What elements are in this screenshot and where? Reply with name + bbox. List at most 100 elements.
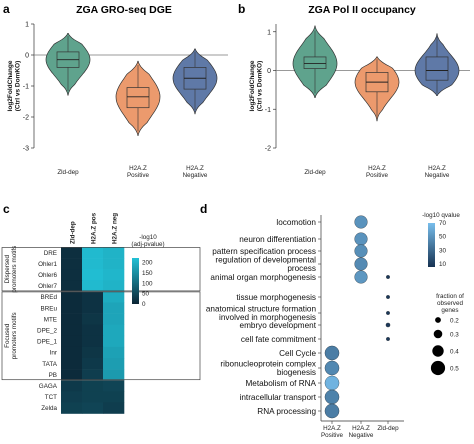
color-legend-tick: 70	[439, 220, 447, 227]
dot-point	[324, 389, 340, 405]
heatmap-row-label: TATA	[42, 361, 57, 368]
heatmap-cell	[103, 380, 125, 392]
y-tick-label: -2	[23, 115, 29, 122]
heatmap-cell	[103, 369, 125, 381]
dot-column-label-line: H2A.Z	[323, 425, 341, 432]
heatmap-row-label: BREu	[41, 305, 58, 312]
color-legend-tick: 50	[439, 234, 447, 241]
size-legend-dot	[435, 317, 441, 323]
heatmap-legend-tick: 200	[142, 259, 153, 266]
heatmap-cell	[61, 291, 83, 303]
motif-heatmap: Zld-dep H2A.Z pos H2A.Z neg DRE Ohler1 Ohler6…	[1, 212, 201, 414]
term-label: regulation of developmental process	[215, 256, 316, 274]
heatmap-row-label: Ohler1	[38, 261, 57, 268]
category-label-line: Negative	[183, 172, 208, 179]
y-axis-label-line: log2FoldChange	[7, 60, 14, 111]
y-tick-label: -2	[265, 146, 271, 153]
category-label: Zld-dep	[57, 169, 79, 176]
heatmap-row-label: DPE_2	[37, 327, 57, 334]
term-label-line: involved in morphogenesis	[219, 313, 316, 322]
dot-point	[386, 311, 390, 315]
group-label-line: Focused	[4, 323, 11, 348]
color-legend-tick: 10	[439, 261, 447, 268]
heatmap-row-label: BREd	[41, 294, 58, 301]
term-label: cell fate commitment	[241, 335, 317, 344]
violin-body	[45, 32, 91, 96]
heatmap-row-label: Ohler7	[38, 283, 57, 290]
y-axis-label: log2FoldChange(Ctrl vs DomKO)	[7, 60, 21, 111]
size-legend-label: 0.4	[450, 348, 459, 355]
heatmap-cell	[61, 358, 83, 370]
term-label-line: process	[287, 264, 316, 273]
dot-column-label-line: Negative	[349, 432, 374, 439]
y-tick-label: 0	[267, 68, 271, 75]
size-legend-title-line: genes	[441, 307, 458, 314]
box	[126, 87, 150, 109]
category-label-line: Negative	[425, 172, 450, 179]
dot-point	[324, 360, 340, 376]
term-label-line: ribonucleoprotein complex	[220, 360, 316, 369]
group-label: Dispersedpromoters motifs	[4, 246, 18, 293]
group-label-line: promoters motifs	[11, 246, 18, 293]
heatmap-legend-tick: 150	[142, 270, 153, 277]
heatmap-cell	[103, 391, 125, 403]
size-legend-dot	[430, 360, 446, 376]
heatmap-cell	[82, 335, 104, 348]
term-label-line: pattern specification process	[212, 247, 316, 256]
heatmap-cell	[82, 346, 104, 359]
heatmap-cell	[61, 269, 83, 281]
heatmap-cell	[82, 291, 104, 303]
y-axis-label-line: log2FoldChange	[249, 60, 256, 111]
size-legend-label: 0.5	[450, 365, 459, 372]
heatmap-row-label: Ohler6	[38, 272, 57, 279]
heatmap-row-label: DPE_1	[37, 339, 57, 346]
term-label: ribonucleoprotein complex biogenesis	[220, 360, 316, 378]
dot-point	[354, 244, 368, 258]
heatmap-cell	[82, 369, 104, 381]
panel-d-label: d	[200, 202, 207, 216]
term-label-line: tissue morphogenesis	[236, 293, 316, 302]
heatmap-legend-title-line: (adj-pvalue)	[131, 241, 164, 248]
heatmap-cell	[61, 313, 83, 325]
category-label-line: H2A.Z	[368, 165, 386, 172]
term-label: neuron differentiation	[239, 235, 316, 244]
size-legend-dot	[433, 329, 443, 339]
term-label: locomotion	[276, 218, 316, 227]
y-axis-label-line: (Ctrl vs DomKO)	[14, 61, 21, 112]
dot-column-label: H2A.Z Negative	[349, 425, 374, 439]
heatmap-legend-tick: 100	[142, 280, 153, 287]
heatmap-row-label: Zelda	[41, 405, 57, 412]
heatmap-cell	[103, 291, 125, 303]
heatmap-cell	[82, 402, 104, 414]
category-label-line: H2A.Z	[186, 165, 204, 172]
term-label-line: biogenesis	[277, 368, 316, 377]
term-label: animal organ morphogenesis	[210, 273, 316, 282]
heatmap-cell	[103, 258, 125, 270]
panel-a-label: a	[3, 2, 10, 16]
y-axis-label: log2FoldChange(Ctrl vs DomKO)	[249, 60, 263, 111]
dot-column-label-line: Positive	[321, 432, 344, 439]
heatmap-cell	[82, 280, 104, 292]
heatmap-legend-title-line: -log10	[139, 234, 157, 241]
category-label: Zld-dep	[304, 169, 326, 176]
category-label: H2A.Z Positive	[127, 165, 150, 179]
heatmap-cell	[82, 247, 104, 259]
heatmap-column-label: H2A.Z pos	[91, 212, 98, 244]
term-label: intracellular transport	[240, 393, 317, 402]
heatmap-cell	[82, 358, 104, 370]
panel-a-title: ZGA GRO-seq DGE	[76, 4, 172, 16]
heatmap-legend-tick: 50	[142, 291, 150, 298]
dot-point	[354, 215, 368, 229]
panel-b-label: b	[238, 2, 245, 16]
category-label-line: Positive	[127, 172, 150, 179]
term-label-line: locomotion	[276, 218, 316, 227]
group-label-line: Dispersed	[4, 255, 11, 284]
heatmap-cell	[82, 313, 104, 325]
category-label-line: Positive	[366, 172, 389, 179]
violin-body	[292, 25, 338, 98]
dot-point	[386, 295, 390, 299]
heatmap-row-label: PB	[49, 372, 57, 379]
y-tick-label: 1	[267, 29, 271, 36]
heatmap-row-label: TCT	[45, 394, 57, 401]
